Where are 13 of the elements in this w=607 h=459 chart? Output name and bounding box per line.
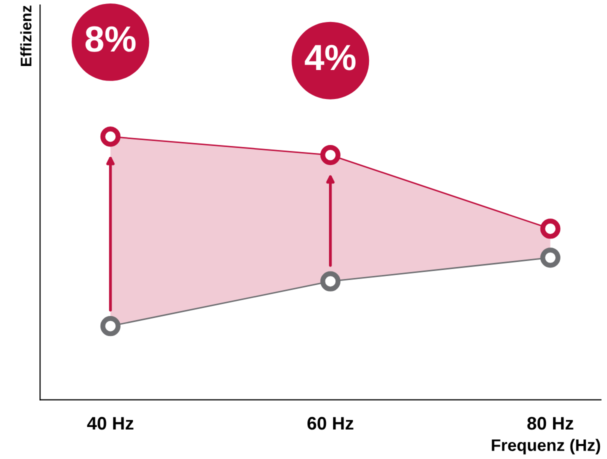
point — [320, 144, 340, 166]
annotation: 4% — [304, 44, 356, 70]
x-tick-label: 80 Hz — [527, 416, 574, 430]
point — [100, 126, 121, 147]
annotation: 8% — [85, 26, 136, 52]
point — [320, 271, 340, 292]
x-axis-title: Frequenz (Hz) — [492, 438, 600, 454]
point — [540, 218, 560, 239]
x-tick-label: 40 Hz — [87, 416, 134, 430]
point — [540, 248, 560, 268]
point — [100, 316, 121, 336]
y-axis-title: Effizienz — [20, 6, 32, 66]
x-tick-label: 60 Hz — [307, 416, 354, 430]
